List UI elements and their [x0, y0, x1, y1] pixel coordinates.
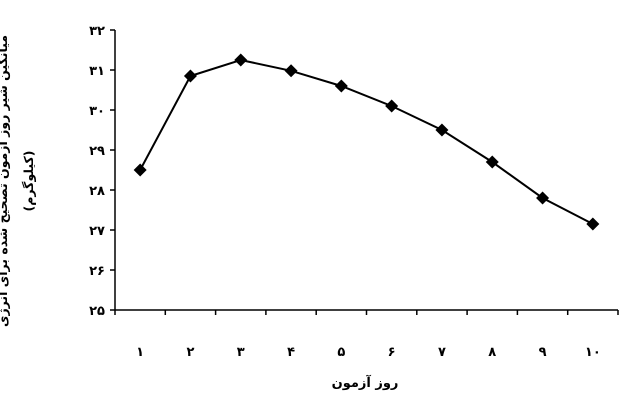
x-tick-label: ۸: [488, 345, 496, 360]
x-tick-label: ۲: [186, 345, 194, 360]
data-point-marker: [536, 191, 550, 205]
y-axis-title: میانگین شیر روز آزمون تصحیح شده برای انر…: [0, 34, 10, 327]
x-tick-label: ۹: [539, 345, 547, 360]
data-point-marker: [183, 69, 197, 83]
y-tick-label: ۲۷: [89, 224, 105, 239]
x-tick-label: ۶: [388, 345, 396, 360]
x-ticks: ۱ ۲ ۳ ۴ ۵ ۶ ۷ ۸ ۹ ۱۰: [114, 310, 619, 360]
series-line: [139, 58, 594, 225]
x-tick-label: ۳: [237, 345, 245, 360]
x-axis-label: روز آزمون: [331, 376, 399, 391]
y-tick-label: ۳۱: [89, 64, 105, 79]
data-point-marker: [133, 163, 147, 177]
x-tick-label: ۵: [337, 345, 345, 360]
y-axis-label: میانگین شیر روز آزمون تصحیح شده برای انر…: [0, 11, 46, 351]
y-tick-label: ۳۲: [89, 24, 105, 39]
y-tick-label: ۲۸: [89, 184, 105, 199]
data-point-marker: [284, 64, 298, 78]
data-point-marker: [234, 53, 248, 67]
data-point-marker: [385, 99, 399, 113]
y-tick-label: ۳۰: [89, 104, 105, 119]
data-point-marker: [435, 123, 449, 137]
y-tick-label: ۲۶: [89, 264, 105, 279]
y-axis-unit: (کیلوگرم): [21, 150, 36, 212]
data-point-marker: [485, 155, 499, 169]
y-tick-label: ۲۹: [89, 144, 105, 159]
series-markers: [133, 53, 600, 231]
x-tick-label: ۱: [136, 345, 144, 360]
x-tick-label: ۱۰: [585, 345, 601, 360]
data-point-marker: [334, 79, 348, 93]
y-ticks: ۲۵ ۲۶ ۲۷ ۲۸ ۲۹ ۳۰ ۳۱ ۳۲: [89, 24, 115, 319]
x-tick-label: ۷: [438, 345, 446, 360]
x-tick-label: ۴: [287, 345, 295, 360]
y-tick-label: ۲۵: [89, 304, 105, 319]
data-point-marker: [586, 217, 600, 231]
